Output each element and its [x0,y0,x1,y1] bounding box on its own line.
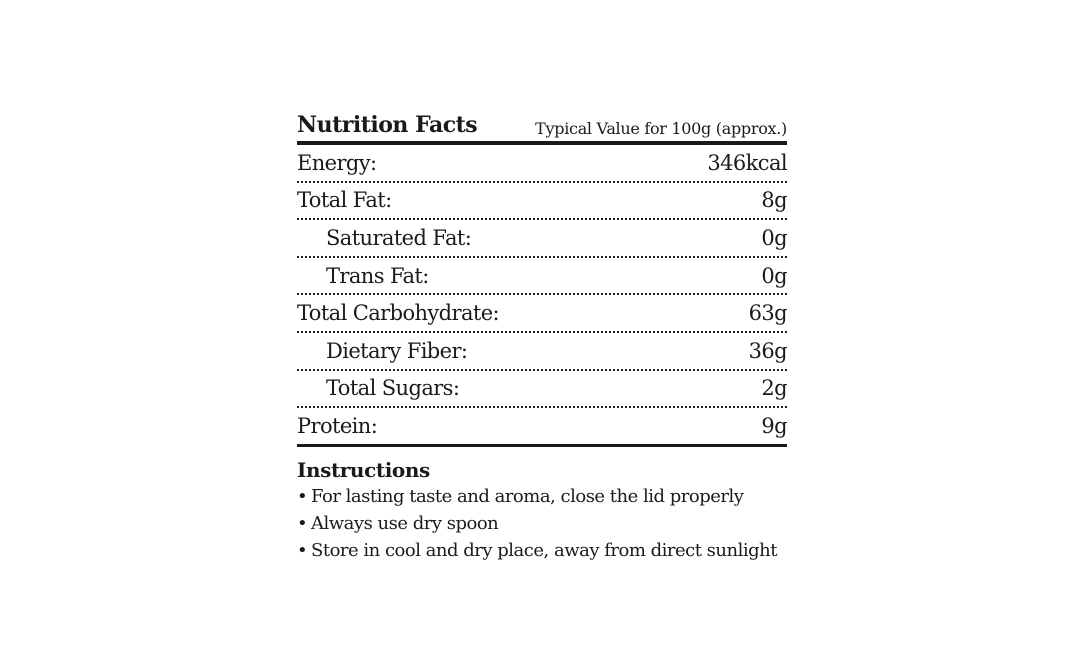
nutrient-value: 346kcal [707,150,787,175]
instruction-text: For lasting taste and aroma, close the l… [311,485,744,507]
nutrient-value: 0g [761,225,787,250]
instruction-item: • Store in cool and dry place, away from … [297,537,787,564]
nutrient-value: 63g [748,301,788,326]
nutrient-row-total-carbohydrate: Total Carbohydrate: 63g [297,295,788,333]
nutrition-header: Nutrition Facts Typical Value for 100g (… [297,108,787,145]
nutrient-label: Saturated Fat: [326,225,472,250]
nutrient-label: Total Fat: [297,188,392,213]
bullet-icon: • [297,485,308,507]
nutrient-row-protein: Protein: 9g [297,408,788,447]
nutrient-row-trans-fat: Trans Fat: 0g [297,258,788,296]
nutrient-row-dietary-fiber: Dietary Fiber: 36g [297,333,788,371]
bullet-icon: • [297,512,308,534]
nutrient-label: Energy: [297,150,377,175]
nutrition-label: Nutrition Facts Typical Value for 100g (… [297,108,788,564]
instructions-section: Instructions • For lasting taste and arom… [297,457,787,564]
nutrient-value: 36g [748,338,788,363]
nutrient-value: 9g [761,413,787,438]
nutrient-label: Total Sugars: [326,376,460,401]
nutrient-row-saturated-fat: Saturated Fat: 0g [297,220,788,258]
instruction-text: Store in cool and dry place, away from d… [311,539,777,561]
nutrient-label: Dietary Fiber: [326,338,468,363]
nutrient-value: 0g [761,263,787,288]
nutrition-title: Nutrition Facts [297,112,478,138]
instructions-title: Instructions [297,457,430,482]
nutrition-subtitle: Typical Value for 100g (approx.) [535,119,787,138]
nutrient-label: Total Carbohydrate: [297,301,500,326]
instruction-item: • Always use dry spoon [297,510,787,537]
nutrient-label: Trans Fat: [326,263,429,288]
nutrient-row-total-sugars: Total Sugars: 2g [297,371,788,409]
nutrient-value: 2g [761,376,787,401]
instructions-list: • For lasting taste and aroma, close the … [297,483,787,564]
instruction-item: • For lasting taste and aroma, close the … [297,483,787,510]
nutrient-row-energy: Energy: 346kcal [297,145,788,183]
instruction-text: Always use dry spoon [311,512,499,534]
bullet-icon: • [297,539,308,561]
nutrient-row-total-fat: Total Fat: 8g [297,183,788,221]
nutrient-value: 8g [761,188,787,213]
nutrient-label: Protein: [297,413,378,438]
